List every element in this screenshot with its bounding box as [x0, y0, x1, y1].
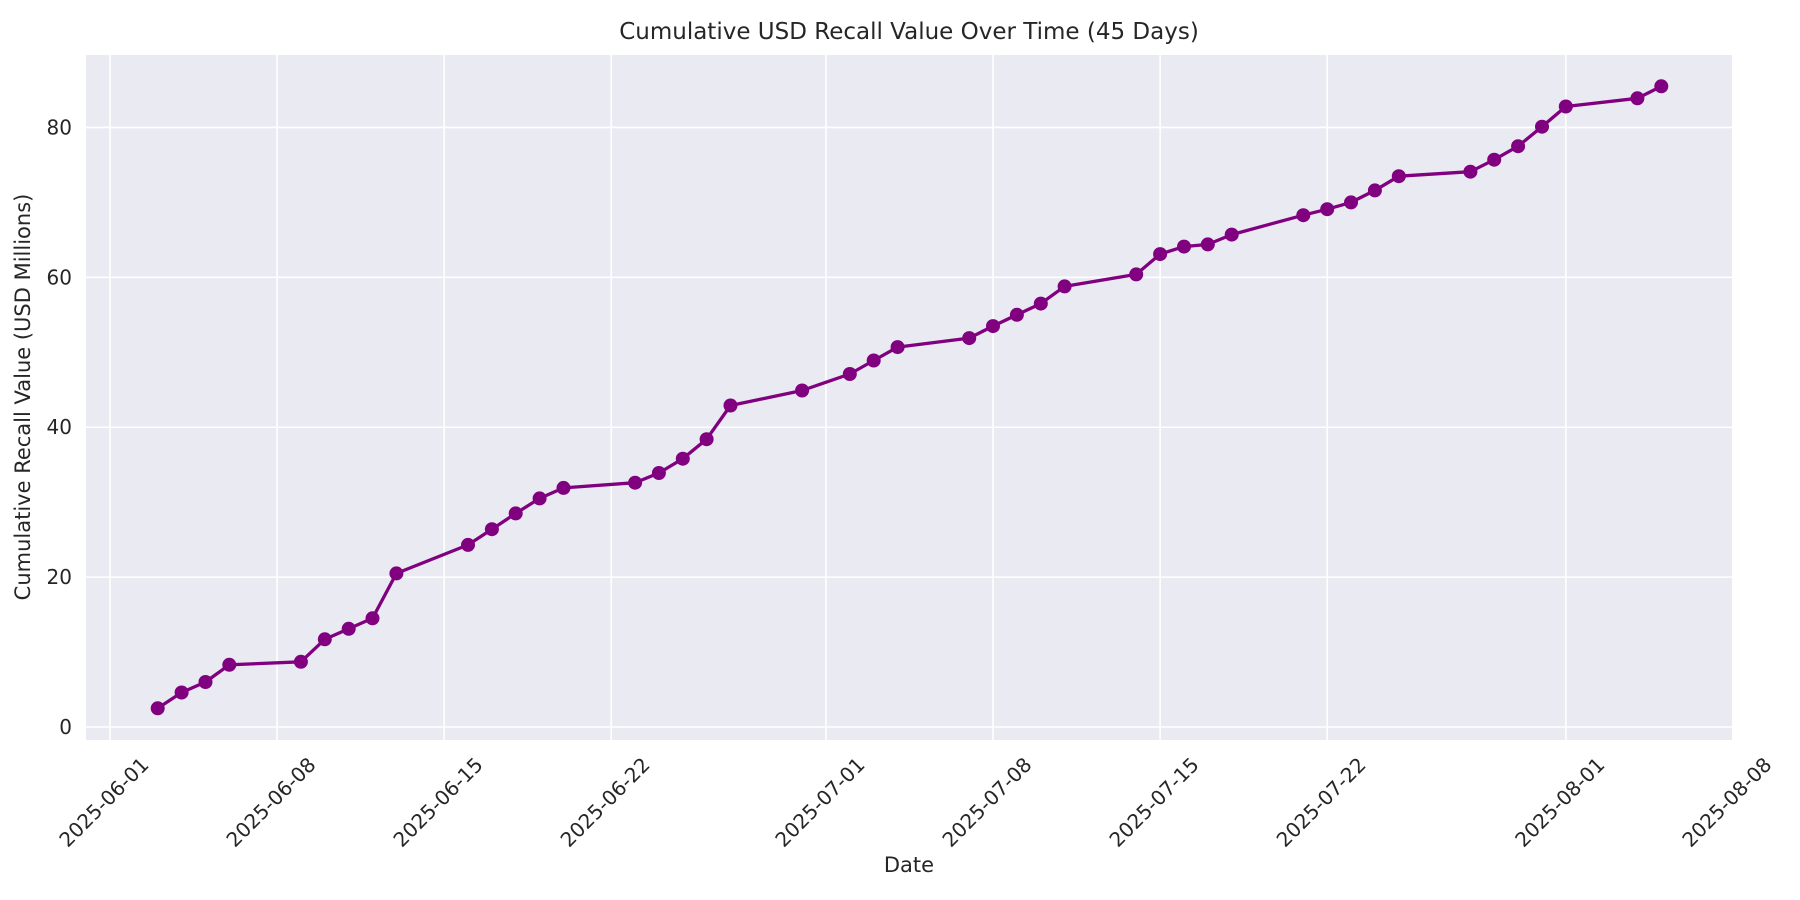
chart-title: Cumulative USD Recall Value Over Time (4… [619, 19, 1199, 45]
data-point [962, 331, 977, 346]
grid-layer [86, 55, 1734, 740]
data-point [675, 451, 690, 466]
x-tick-label: 2025-07-22 [1272, 753, 1371, 852]
data-point [890, 340, 905, 355]
data-point [1296, 208, 1311, 223]
data-point [1463, 164, 1478, 179]
series-layer [150, 79, 1669, 716]
data-point [699, 432, 714, 447]
data-point [842, 367, 857, 381]
data-point [1224, 227, 1239, 242]
x-tick-label: 2025-06-08 [221, 753, 320, 852]
data-point [1200, 237, 1215, 252]
data-point [389, 566, 404, 581]
x-tick-label: 2025-07-01 [770, 753, 869, 852]
data-point [1320, 202, 1335, 217]
data-point [1511, 139, 1526, 154]
data-point [532, 491, 547, 506]
data-point [317, 632, 332, 647]
y-tick-label: 0 [59, 715, 72, 739]
data-point [1630, 91, 1645, 106]
data-point [174, 685, 189, 700]
data-point [1009, 307, 1024, 322]
y-axis-label: Cumulative Recall Value (USD Millions) [11, 194, 35, 601]
y-tick-label: 60 [47, 265, 72, 289]
y-tick-labels: 0 20 40 60 80 [47, 115, 72, 739]
data-point [293, 654, 308, 669]
data-point [365, 611, 380, 626]
data-point [1177, 239, 1191, 254]
data-point [1153, 247, 1168, 262]
data-point [866, 353, 881, 368]
y-tick-label: 80 [47, 115, 72, 139]
x-tick-label: 2025-08-01 [1510, 753, 1609, 852]
data-point [1558, 99, 1573, 114]
data-point [1535, 119, 1549, 134]
x-tick-label: 2025-07-15 [1104, 753, 1203, 852]
data-point [795, 383, 810, 398]
data-point [1033, 296, 1048, 311]
y-tick-label: 20 [47, 565, 72, 589]
data-point [1654, 79, 1669, 94]
x-tick-label: 2025-08-08 [1677, 753, 1776, 852]
data-point [1487, 152, 1502, 167]
data-point [986, 319, 1000, 334]
data-point [1367, 183, 1382, 198]
data-point [723, 398, 738, 413]
x-tick-label: 2025-07-08 [937, 753, 1036, 852]
data-point [556, 480, 571, 495]
data-point [341, 621, 356, 636]
data-point [150, 701, 165, 716]
data-point [198, 675, 213, 689]
x-axis-label: Date [884, 853, 934, 877]
data-point [1129, 267, 1144, 282]
data-point [508, 506, 523, 521]
plot-area [86, 55, 1733, 740]
x-tick-label: 2025-06-15 [388, 753, 487, 852]
data-point [651, 466, 666, 480]
data-point [1391, 169, 1406, 184]
x-tick-labels: 2025-06-01 2025-06-08 2025-06-15 2025-06-22… [54, 753, 1776, 852]
data-point [628, 475, 643, 490]
data-point [484, 522, 499, 537]
data-point [461, 537, 475, 552]
data-point [222, 657, 237, 672]
x-tick-label: 2025-06-22 [556, 753, 655, 852]
data-point [1057, 279, 1072, 294]
x-tick-label: 2025-06-01 [54, 753, 153, 852]
data-point [1344, 195, 1358, 210]
y-tick-label: 40 [47, 415, 72, 439]
